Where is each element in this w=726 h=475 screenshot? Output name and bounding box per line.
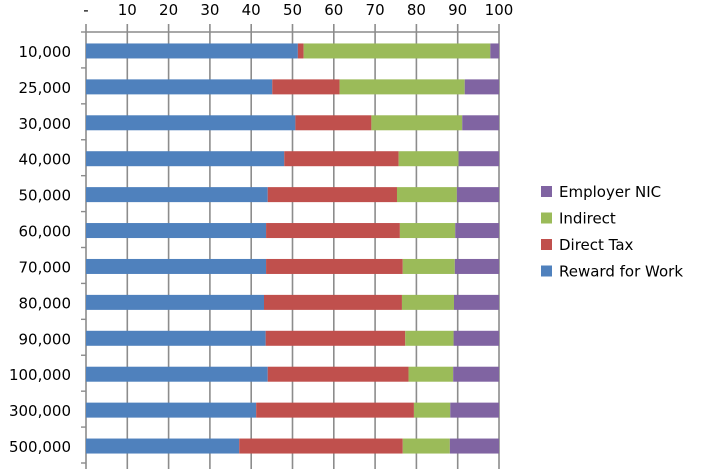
bar-segment-indirect — [371, 115, 463, 131]
y-tick-label: 300,000 — [9, 402, 71, 420]
bar-segment-indirect — [396, 187, 457, 203]
bar-segment-reward-for-work — [86, 438, 240, 454]
bar-segment-direct-tax — [297, 43, 304, 59]
x-tick-label: 50 — [283, 1, 302, 19]
bar-segment-reward-for-work — [86, 223, 267, 239]
bar-segment-indirect — [405, 330, 454, 346]
bar-segment-indirect — [402, 258, 455, 274]
legend-swatch — [541, 265, 552, 277]
x-tick-label: 80 — [407, 1, 426, 19]
bar-segment-employer-nic — [462, 115, 499, 131]
bar-segment-direct-tax — [265, 330, 406, 346]
bar-segment-employer-nic — [453, 294, 499, 310]
legend-label: Indirect — [559, 210, 616, 228]
bar-segment-indirect — [303, 43, 491, 59]
legend-swatch — [541, 212, 552, 224]
x-tick-label: 30 — [200, 1, 219, 19]
bar-segment-direct-tax — [239, 438, 403, 454]
y-tick-label: 60,000 — [19, 223, 72, 241]
y-axis-tick-labels: 10,000 25,000 30,000 40,000 50,000 60,000 70,0… — [9, 43, 71, 456]
y-tick-label: 70,000 — [19, 258, 72, 276]
bar-segment-direct-tax — [264, 294, 402, 310]
bar-segment-direct-tax — [256, 402, 414, 418]
bar-segment-reward-for-work — [86, 402, 257, 418]
bar-segment-reward-for-work — [86, 366, 268, 382]
bar-segment-reward-for-work — [86, 294, 265, 310]
x-tick-label: 90 — [448, 1, 467, 19]
y-tick-label: 50,000 — [19, 187, 72, 205]
y-tick-label: 100,000 — [9, 366, 71, 384]
legend-label: Employer NIC — [559, 183, 661, 201]
bar-segment-employer-nic — [453, 366, 499, 382]
bar-segment-direct-tax — [284, 151, 399, 167]
bar-segment-employer-nic — [453, 330, 499, 346]
x-tick-label: 70 — [366, 1, 385, 19]
bar-segment-indirect — [399, 223, 456, 239]
bar-segment-direct-tax — [267, 187, 397, 203]
y-tick-label: 30,000 — [19, 115, 72, 133]
bar-segment-reward-for-work — [86, 187, 268, 203]
bar-segment-employer-nic — [450, 402, 499, 418]
x-tick-label: 40 — [242, 1, 261, 19]
y-tick-label: 25,000 — [19, 79, 72, 97]
x-tick-label: 20 — [159, 1, 178, 19]
gridlines — [81, 24, 500, 469]
y-tick-label: 40,000 — [19, 151, 72, 169]
x-tick-label: 100 — [485, 1, 514, 19]
legend-swatch — [541, 239, 552, 250]
bar-segment-indirect — [401, 294, 454, 310]
x-tick-label: - — [83, 1, 88, 19]
x-axis-tick-labels: - 10 20 30 40 50 60 70 80 90 100 — [83, 1, 513, 19]
legend: Employer NIC Indirect Direct Tax Reward for… — [541, 183, 683, 281]
bar-segment-indirect — [339, 79, 465, 95]
bar-segment-direct-tax — [266, 258, 403, 274]
y-tick-label: 90,000 — [19, 330, 72, 348]
bar-segment-employer-nic — [490, 43, 499, 59]
bar-segment-employer-nic — [454, 258, 499, 274]
x-tick-label: 10 — [118, 1, 137, 19]
bar-segment-employer-nic — [449, 438, 499, 454]
bar-segment-indirect — [398, 151, 459, 167]
bar-segment-reward-for-work — [86, 151, 285, 167]
y-tick-label: 10,000 — [19, 43, 72, 61]
bar-segment-indirect — [413, 402, 451, 418]
bar-segment-direct-tax — [266, 223, 400, 239]
bar-segment-reward-for-work — [86, 43, 298, 59]
legend-label: Direct Tax — [559, 236, 634, 254]
bar-segment-direct-tax — [295, 115, 372, 131]
bar-segment-employer-nic — [464, 79, 499, 95]
bars — [86, 43, 499, 454]
bar-segment-indirect — [402, 438, 450, 454]
bar-segment-employer-nic — [458, 151, 499, 167]
legend-swatch — [541, 186, 552, 197]
legend-label: Reward for Work — [559, 263, 683, 281]
bar-segment-direct-tax — [267, 366, 409, 382]
x-tick-label: 60 — [324, 1, 343, 19]
bar-segment-employer-nic — [455, 223, 499, 239]
bar-segment-indirect — [408, 366, 454, 382]
bar-segment-reward-for-work — [86, 115, 296, 131]
y-tick-label: 80,000 — [19, 294, 72, 312]
bar-segment-employer-nic — [456, 187, 499, 203]
bar-segment-reward-for-work — [86, 79, 273, 95]
y-tick-label: 500,000 — [9, 438, 71, 456]
bar-segment-reward-for-work — [86, 330, 266, 346]
bar-segment-reward-for-work — [86, 258, 267, 274]
bar-segment-direct-tax — [272, 79, 340, 95]
